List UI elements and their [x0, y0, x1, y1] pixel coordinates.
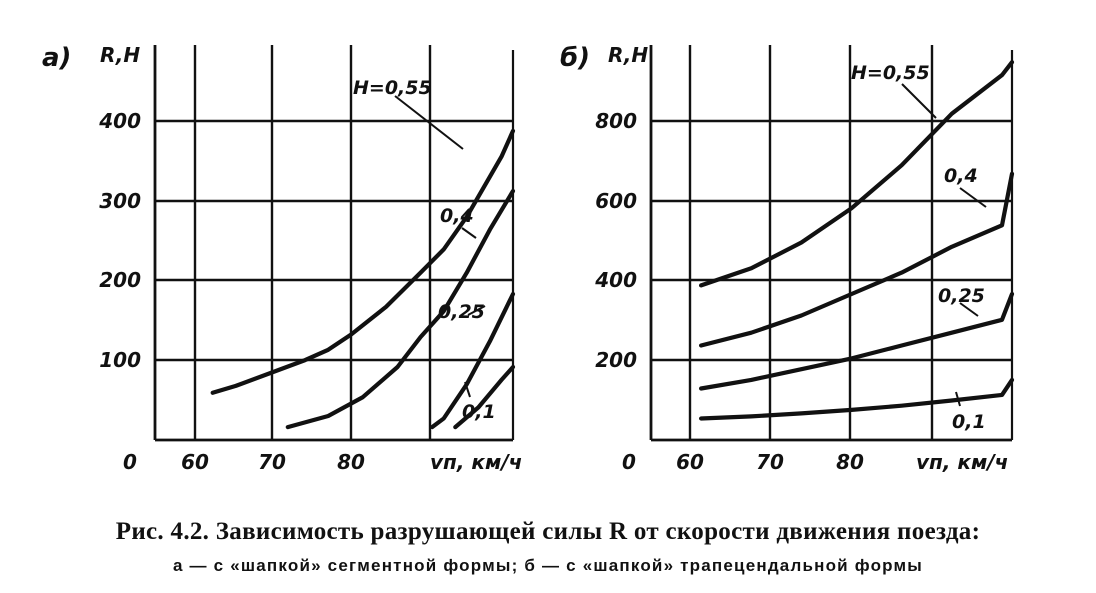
series-label: 0,25	[438, 301, 485, 323]
series-line	[453, 364, 516, 430]
y-tick-label: 200	[99, 268, 141, 292]
series-label: 0,4	[944, 165, 978, 187]
figure-caption-line-1: Рис. 4.2. Зависимость разрушающей силы R…	[115, 518, 981, 545]
y-axis-label: R,Н	[100, 43, 140, 67]
figure: 60 70 80 100 200 300 400 0 R,Н vп, км/ч а) H=0,55 0,…	[42, 43, 1015, 474]
series-label: 0,25	[938, 285, 985, 307]
panel-label: а)	[42, 43, 71, 73]
series-line	[699, 291, 1015, 391]
series-label: 0,1	[952, 411, 986, 433]
series-label: H=0,55	[353, 77, 432, 99]
x-tick-label: 70	[258, 450, 286, 474]
y-tick-label: 800	[595, 109, 637, 133]
series-label: H=0,55	[851, 62, 930, 84]
series-line	[699, 60, 1015, 288]
x-tick-label: 60	[676, 450, 704, 474]
y-axis-label: R,Н	[608, 43, 648, 67]
series-leader-line	[955, 391, 961, 407]
panel-label: б)	[560, 43, 590, 73]
y-tick-label: 100	[99, 348, 141, 372]
series-leader-line	[467, 305, 486, 316]
series-label: 0,4	[440, 205, 474, 227]
figure-caption-line-2: а — с «шапкой» сегментной формы; б — с «…	[172, 556, 924, 575]
x-tick-label: 70	[756, 450, 784, 474]
y-tick-label: 300	[99, 189, 141, 213]
series-label: 0,1	[462, 401, 496, 423]
series-leader-line	[464, 381, 471, 398]
x-tick-label: 80	[337, 450, 365, 474]
series-leader-line	[901, 83, 937, 119]
y-tick-label: 200	[595, 348, 637, 372]
series-leader-line	[394, 95, 464, 150]
series-line	[699, 171, 1015, 348]
y-tick-label: 400	[594, 268, 637, 292]
origin-label: 0	[123, 450, 137, 474]
series-line	[210, 128, 516, 395]
series-leader-line	[461, 227, 477, 239]
x-tick-label: 80	[836, 450, 864, 474]
series-line	[699, 377, 1015, 421]
series-leader-line	[959, 302, 979, 317]
series-line	[430, 291, 516, 430]
x-axis-label: vп, км/ч	[916, 450, 1008, 474]
origin-label: 0	[622, 450, 636, 474]
x-axis-label: vп, км/ч	[430, 450, 522, 474]
series-leader-line	[959, 187, 987, 208]
series-line	[285, 188, 516, 430]
x-tick-label: 60	[181, 450, 209, 474]
y-tick-label: 600	[595, 189, 637, 213]
y-tick-label: 400	[98, 109, 141, 133]
